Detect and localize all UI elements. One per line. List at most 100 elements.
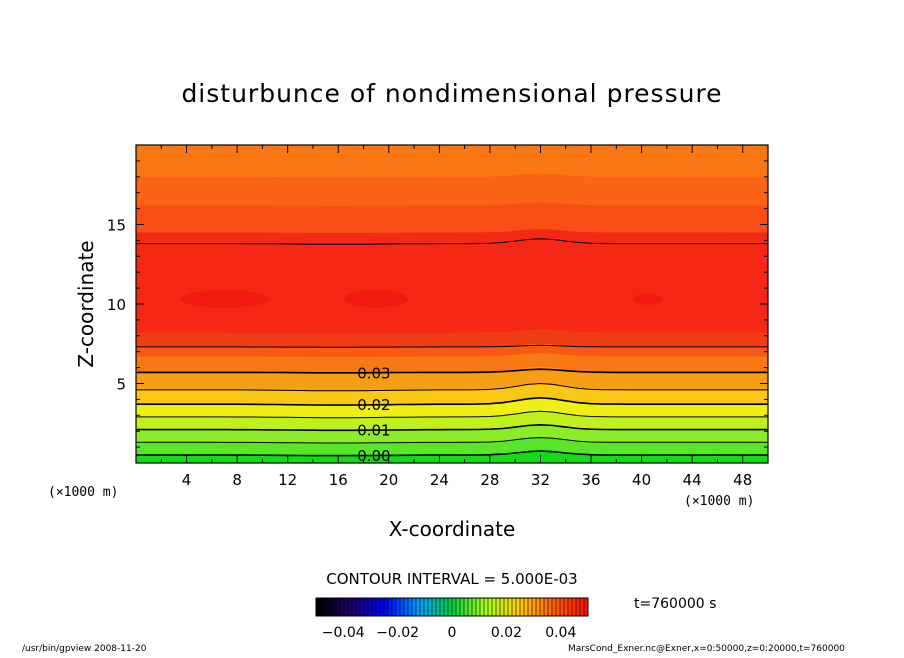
- contour-band: [136, 451, 768, 463]
- y-tick-label: 10: [107, 296, 126, 314]
- colorbar-cell: [320, 598, 325, 616]
- colorbar-cell: [476, 598, 481, 616]
- colorbar-cell: [564, 598, 569, 616]
- colorbar-cell: [376, 598, 381, 616]
- x-tick-label: 16: [329, 471, 348, 489]
- colorbar-cell: [576, 598, 581, 616]
- contour-line: [136, 368, 768, 374]
- colorbar-cell: [508, 598, 513, 616]
- contour-line: [136, 423, 768, 432]
- contour-interval: CONTOUR INTERVAL = 5.000E-03: [326, 570, 577, 588]
- colorbar-cell: [336, 598, 341, 616]
- colorbar-cell: [568, 598, 573, 616]
- contour-peak: [632, 293, 664, 305]
- x-axis: 4 8 12 16 20 24 28 32 36 40 44 48: [160, 145, 752, 489]
- colorbar-cell: [532, 598, 537, 616]
- x-tick-label: 48: [733, 471, 752, 489]
- colorbar-cell: [484, 598, 489, 616]
- colorbar-frame: [315, 597, 589, 617]
- colorbar-cell: [504, 598, 509, 616]
- colorbar-cell: [472, 598, 477, 616]
- x-unit-right: (×1000 m): [684, 494, 754, 509]
- colorbar-cell: [524, 598, 529, 616]
- y-tick-label: 15: [107, 217, 126, 235]
- colorbar-cell: [344, 598, 349, 616]
- x-tick-label: 20: [379, 471, 398, 489]
- contour-line: [136, 410, 768, 419]
- colorbar-cell: [440, 598, 445, 616]
- colorbar-cell: [452, 598, 457, 616]
- colorbar-cell: [548, 598, 553, 616]
- colorbar-cell: [404, 598, 409, 616]
- colorbar-cell: [348, 598, 353, 616]
- contour-lines: [136, 238, 768, 457]
- colorbar-label: −0.04: [322, 625, 365, 641]
- y-axis: 5 10 15: [107, 160, 768, 448]
- colorbar-cell: [464, 598, 469, 616]
- colorbar-cell: [396, 598, 401, 616]
- x-unit-left: (×1000 m): [48, 485, 118, 500]
- colorbar-cell: [540, 598, 545, 616]
- x-tick-label: 36: [581, 471, 600, 489]
- colorbar-cell: [572, 598, 577, 616]
- colorbar-cell: [420, 598, 425, 616]
- colorbar-cell: [448, 598, 453, 616]
- colorbar-cell: [352, 598, 357, 616]
- x-tick-label: 12: [278, 471, 297, 489]
- contour-line: [136, 238, 768, 245]
- contour-label: 0.01: [357, 422, 390, 440]
- colorbar-cell: [544, 598, 549, 616]
- colorbar-cell: [384, 598, 389, 616]
- colorbar-cell: [340, 598, 345, 616]
- colorbar-cell: [460, 598, 465, 616]
- contour-peak: [180, 290, 269, 308]
- colorbar-cell: [488, 598, 493, 616]
- colorbar-cell: [332, 598, 337, 616]
- colorbar-cell: [368, 598, 373, 616]
- colorbar-label: −0.02: [376, 625, 419, 641]
- x-tick-label: 44: [683, 471, 702, 489]
- colorbar-cell: [400, 598, 405, 616]
- colorbar-cell: [584, 598, 589, 616]
- colorbar-cell: [380, 598, 385, 616]
- y-axis-label: Z-coordinate: [74, 240, 98, 367]
- time-label: t=760000 s: [634, 596, 716, 612]
- colorbar-cell: [328, 598, 333, 616]
- chart-title: disturbunce of nondimensional pressure: [181, 79, 722, 108]
- colorbar-cell: [480, 598, 485, 616]
- colorbar-cell: [316, 598, 321, 616]
- colorbar-cell: [392, 598, 397, 616]
- colorbar-cell: [324, 598, 329, 616]
- colorbar-cell: [408, 598, 413, 616]
- x-tick-label: 40: [632, 471, 651, 489]
- colorbar-cell: [456, 598, 461, 616]
- x-tick-label: 4: [182, 471, 192, 489]
- plot-area: [136, 145, 768, 463]
- colorbar-cell: [468, 598, 473, 616]
- colorbar-cell: [424, 598, 429, 616]
- x-tick-label: 8: [232, 471, 242, 489]
- colorbar-cell: [580, 598, 585, 616]
- contour-label: 0.03: [357, 364, 390, 382]
- colorbar-cell: [432, 598, 437, 616]
- colorbar-cell: [556, 598, 561, 616]
- colorbar-label: 0.02: [491, 625, 522, 641]
- contour-labels: 0.03 0.02 0.01 0.00: [357, 364, 390, 465]
- footer-right: MarsCond_Exner.nc@Exner,x=0:50000,z=0:20…: [568, 644, 845, 654]
- colorbar-cell: [388, 598, 393, 616]
- colorbar-cell: [496, 598, 501, 616]
- contour-peak: [344, 290, 408, 308]
- colorbar-cell: [516, 598, 521, 616]
- colorbar-label: 0.04: [545, 625, 576, 641]
- contour-line: [136, 437, 768, 444]
- footer-left: /usr/bin/gpview 2008-11-20: [22, 644, 147, 654]
- colorbar-cell: [500, 598, 505, 616]
- colorbar-cell: [364, 598, 369, 616]
- y-tick-label: 5: [116, 376, 126, 394]
- colorbar-cell: [536, 598, 541, 616]
- contour-label: 0.00: [357, 447, 390, 465]
- colorbar-cell: [552, 598, 557, 616]
- colorbar: −0.04 −0.02 0 0.02 0.04: [315, 597, 589, 641]
- colorbar-cell: [512, 598, 517, 616]
